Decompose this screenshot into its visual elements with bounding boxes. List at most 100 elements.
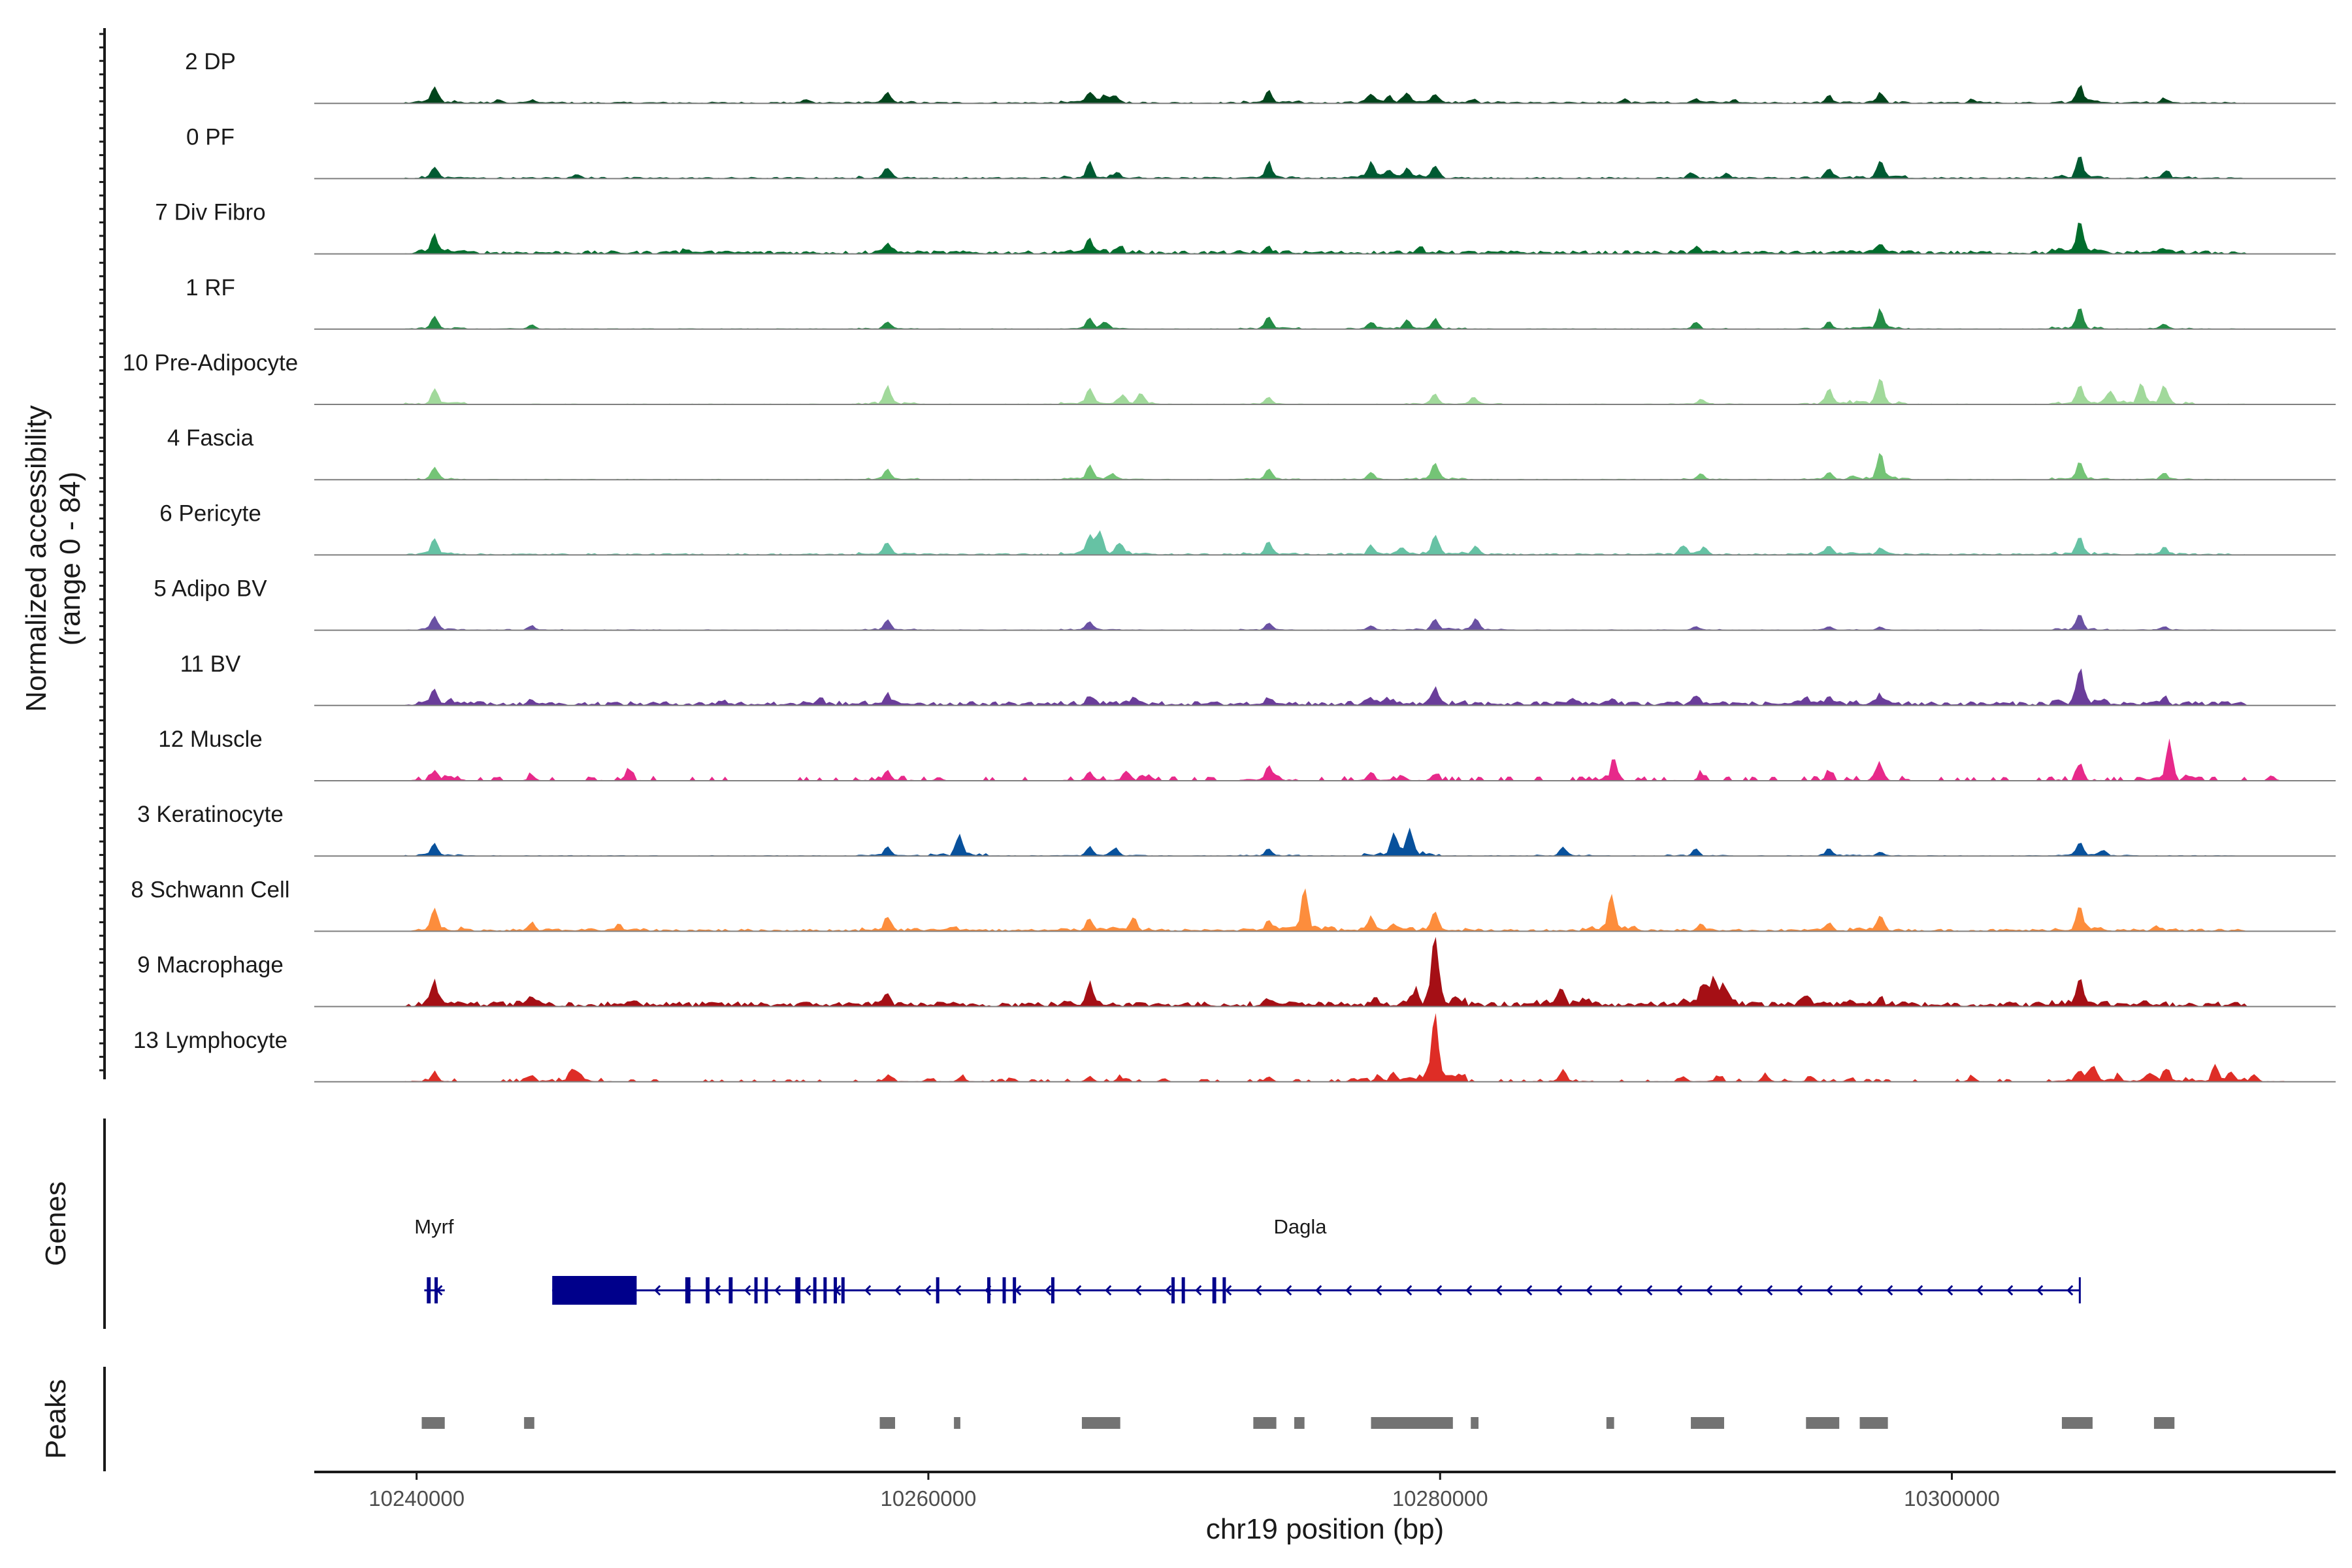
peak-region <box>2061 1417 2093 1429</box>
track-8-schwann-cell: 8 Schwann Cell <box>131 877 2336 932</box>
peak-region <box>1081 1417 1120 1429</box>
track-7-div-fibro: 7 Div Fibro <box>155 200 2336 255</box>
strand-chevron <box>1856 1284 1863 1296</box>
strand-chevron <box>1255 1284 1262 1296</box>
strand-chevron <box>864 1284 872 1296</box>
strand-chevron <box>1495 1284 1503 1296</box>
y-axis-label-line2: (range 0 - 84) <box>54 472 86 646</box>
peak-region <box>1253 1417 1277 1429</box>
gene-exon <box>754 1277 758 1303</box>
strand-chevron <box>1195 1284 1202 1296</box>
strand-chevron <box>654 1284 661 1296</box>
x-axis-ticks: 10240000 10260000 10280000 10300000 <box>368 1472 2000 1511</box>
track-label: 0 PF <box>186 124 235 150</box>
x-tick-label: 10260000 <box>881 1486 977 1511</box>
strand-chevron <box>1526 1284 1533 1296</box>
y-axis-label-line1: Normalized accessibility <box>20 405 52 711</box>
track-area <box>314 222 2336 254</box>
track-3-keratinocyte: 3 Keratinocyte <box>137 802 2336 857</box>
strand-chevron <box>1225 1284 1232 1296</box>
strand-chevron <box>804 1284 811 1296</box>
track-2-dp: 2 DP <box>185 49 2336 105</box>
track-area <box>314 615 2336 630</box>
strand-chevron <box>1315 1284 1322 1296</box>
strand-chevron <box>924 1284 932 1296</box>
strand-chevron <box>1616 1284 1623 1296</box>
peak-region <box>524 1417 534 1429</box>
strand-chevron <box>1165 1284 1172 1296</box>
track-area <box>314 453 2336 480</box>
track-6-pericyte: 6 Pericyte <box>159 500 2336 556</box>
peak-region <box>879 1417 896 1429</box>
track-area <box>314 530 2336 555</box>
track-label: 2 DP <box>185 49 236 74</box>
strand-chevron <box>1556 1284 1563 1296</box>
gene-exon <box>936 1277 939 1303</box>
track-area <box>314 888 2336 932</box>
strand-chevron <box>1916 1284 1923 1296</box>
peak-region <box>1371 1417 1453 1429</box>
track-11-bv: 11 BV <box>180 651 2336 706</box>
x-axis-label: chr19 position (bp) <box>1206 1513 1444 1545</box>
gene-exon <box>841 1277 845 1303</box>
strand-chevron <box>2036 1284 2044 1296</box>
strand-chevron <box>1375 1284 1382 1296</box>
gene-exon <box>1181 1277 1185 1303</box>
peak-region <box>1859 1417 1888 1429</box>
strand-chevron <box>714 1284 721 1296</box>
track-label: 6 Pericyte <box>159 500 261 526</box>
gene-label: Dagla <box>1274 1215 1328 1238</box>
gene-exon <box>728 1277 733 1303</box>
gene-exon <box>1171 1277 1175 1303</box>
track-label: 5 Adipo BV <box>154 576 267 602</box>
gene-annotations: Myrf Dagla <box>414 1215 2081 1305</box>
gene-exon <box>685 1277 691 1303</box>
strand-chevron <box>1736 1284 1743 1296</box>
peak-region <box>421 1417 445 1429</box>
strand-chevron <box>1105 1284 1112 1296</box>
track-1-rf: 1 RF <box>186 275 2336 330</box>
track-label: 9 Macrophage <box>137 953 284 978</box>
strand-chevron <box>1075 1284 1082 1296</box>
strand-chevron <box>1976 1284 1984 1296</box>
genes-panel-label: Genes <box>40 1181 72 1266</box>
peaks-panel-label: Peaks <box>40 1379 72 1459</box>
peak-region <box>1606 1417 1614 1429</box>
track-4-fascia: 4 Fascia <box>167 425 2336 481</box>
peak-region <box>2153 1417 2175 1429</box>
gene-exon <box>795 1277 801 1303</box>
track-label: 7 Div Fibro <box>155 200 265 225</box>
track-label: 11 BV <box>180 651 241 677</box>
strand-chevron <box>1766 1284 1773 1296</box>
track-0-pf: 0 PF <box>186 124 2336 180</box>
track-area <box>314 156 2336 179</box>
gene-exon <box>764 1277 768 1303</box>
gene-dagla: Dagla <box>552 1215 2081 1305</box>
strand-chevron <box>1886 1284 1893 1296</box>
peak-region <box>1806 1417 1840 1429</box>
gene-exon <box>706 1277 710 1303</box>
gene-exon <box>1002 1277 1006 1303</box>
tracks-y-axis-ticks <box>99 33 105 1071</box>
track-5-adipo-bv: 5 Adipo BV <box>154 576 2336 631</box>
strand-chevron <box>1405 1284 1413 1296</box>
x-tick-label: 10240000 <box>368 1486 465 1511</box>
gene-myrf: Myrf <box>414 1215 454 1303</box>
x-tick-label: 10280000 <box>1392 1486 1488 1511</box>
peak-regions <box>421 1417 2175 1429</box>
track-area <box>314 378 2336 404</box>
strand-chevron <box>1015 1284 1022 1296</box>
track-area <box>314 85 2336 104</box>
track-13-lymphocyte: 13 Lymphocyte <box>133 1013 2336 1083</box>
track-area <box>314 308 2336 329</box>
gene-exon <box>1222 1277 1226 1303</box>
track-label: 10 Pre-Adipocyte <box>123 350 298 376</box>
track-area <box>314 668 2336 706</box>
x-tick-label: 10300000 <box>1904 1486 2000 1511</box>
strand-chevron <box>894 1284 902 1296</box>
track-label: 4 Fascia <box>167 425 254 451</box>
track-label: 12 Muscle <box>158 727 263 752</box>
strand-chevron <box>2066 1284 2074 1296</box>
strand-chevron <box>1586 1284 1593 1296</box>
gene-exon <box>987 1277 991 1303</box>
